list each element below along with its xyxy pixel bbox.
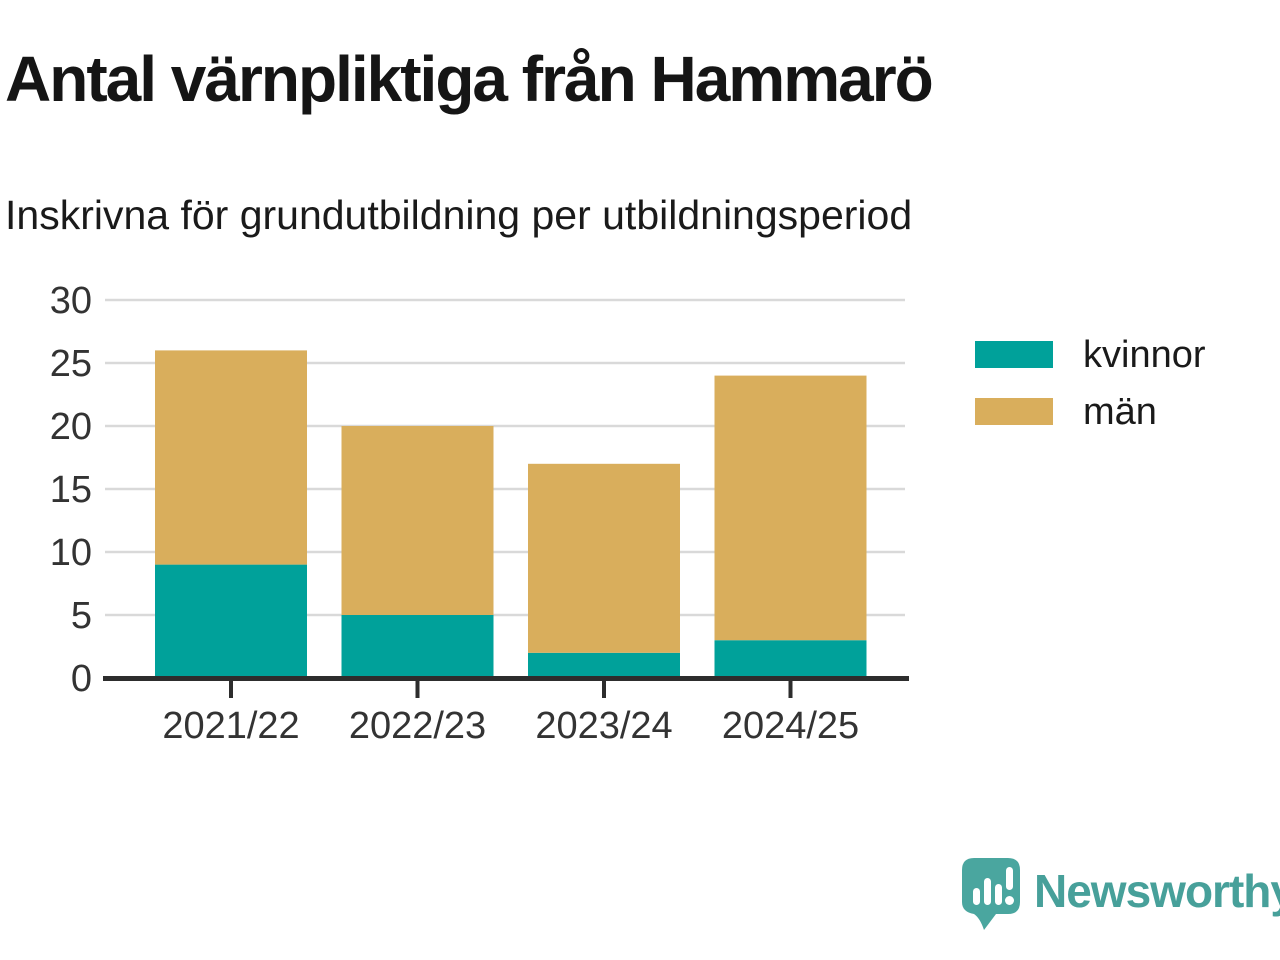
y-tick-label: 30 <box>50 280 92 322</box>
legend-swatch <box>975 398 1053 425</box>
page-subtitle: Inskrivna för grundutbildning per utbild… <box>5 192 913 238</box>
y-tick-label: 15 <box>50 469 92 511</box>
newsworthy-logo: Newsworthy <box>962 858 1280 932</box>
legend-item: män <box>975 393 1206 431</box>
newsworthy-logo-icon <box>962 858 1020 930</box>
legend-item-label: män <box>1083 390 1157 433</box>
legend-swatch <box>975 341 1053 368</box>
x-tick-label: 2024/25 <box>722 705 859 747</box>
y-tick-label: 0 <box>71 658 92 700</box>
bar-segment-kvinnor <box>341 615 494 678</box>
y-tick-label: 20 <box>50 406 92 448</box>
x-axis-tick <box>229 681 233 698</box>
x-tick-label: 2022/23 <box>349 705 486 747</box>
x-tick-label: 2021/22 <box>162 705 299 747</box>
x-axis-tick <box>602 681 606 698</box>
newsworthy-brand-text: Newsworthy <box>1034 865 1280 917</box>
x-axis-tick <box>415 681 420 698</box>
legend-item: kvinnor <box>975 336 1206 374</box>
bar-segment-mn <box>155 350 307 565</box>
page-title: Antal värnpliktiga från Hammarö <box>5 43 934 115</box>
legend-item-label: kvinnor <box>1083 333 1206 376</box>
x-tick-label: 2023/24 <box>535 705 672 747</box>
y-tick-label: 10 <box>50 532 92 574</box>
y-tick-label: 25 <box>50 343 92 385</box>
bar-segment-mn <box>714 375 867 641</box>
chart-legend: kvinnor män <box>975 336 1206 455</box>
bar-segment-mn <box>528 463 680 653</box>
bar-segment-kvinnor <box>714 640 867 678</box>
bar-segment-kvinnor <box>528 652 680 678</box>
x-axis-tick <box>788 681 793 698</box>
x-axis-line <box>103 676 909 681</box>
bar-segment-mn <box>341 426 494 615</box>
bar-segment-kvinnor <box>155 564 307 678</box>
y-tick-label: 5 <box>71 595 92 637</box>
